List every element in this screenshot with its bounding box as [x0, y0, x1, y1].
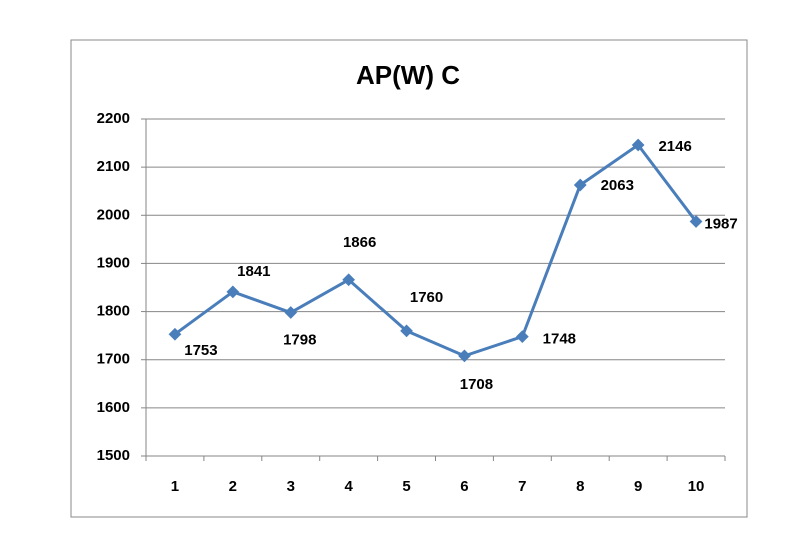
- x-tick-label: 4: [344, 478, 353, 495]
- marker: [342, 273, 356, 287]
- data-label: 1798: [283, 332, 316, 349]
- y-tick-label: 2100: [97, 158, 130, 175]
- marker: [168, 327, 182, 341]
- data-label: 1841: [237, 263, 270, 280]
- y-tick-label: 2000: [97, 206, 130, 223]
- chart-title: AP(W) C: [356, 60, 460, 90]
- y-tick-label: 2200: [97, 110, 130, 127]
- x-tick-label: 2: [229, 478, 237, 495]
- data-label: 1708: [460, 376, 493, 393]
- data-label: 1748: [543, 331, 576, 348]
- y-tick-label: 1500: [97, 447, 130, 464]
- line: [174, 143, 698, 358]
- x-tick-label: 1: [171, 478, 179, 495]
- x-tick-label: 5: [402, 478, 410, 495]
- x-tick-label: 8: [576, 478, 584, 495]
- y-tick-label: 1800: [97, 303, 130, 320]
- y-tick-label: 1700: [97, 351, 130, 368]
- x-tick-label: 7: [518, 478, 526, 495]
- marker: [400, 324, 413, 338]
- data-label: 1866: [343, 234, 376, 251]
- marker: [458, 349, 471, 363]
- x-tick-label: 10: [688, 478, 705, 495]
- data-label: 1987: [704, 216, 737, 233]
- data-label: 2146: [658, 138, 691, 155]
- y-tick-label: 1900: [97, 254, 130, 271]
- data-label: 1753: [184, 342, 217, 359]
- data-label: 1760: [410, 289, 443, 306]
- y-tick-label: 1600: [97, 399, 130, 416]
- x-tick-label: 9: [634, 478, 642, 495]
- chart-frame: [70, 39, 748, 518]
- x-tick-label: 6: [460, 478, 468, 495]
- x-tick-label: 3: [287, 478, 295, 495]
- marker: [284, 306, 298, 319]
- marker: [226, 285, 240, 299]
- data-label: 2063: [601, 177, 634, 194]
